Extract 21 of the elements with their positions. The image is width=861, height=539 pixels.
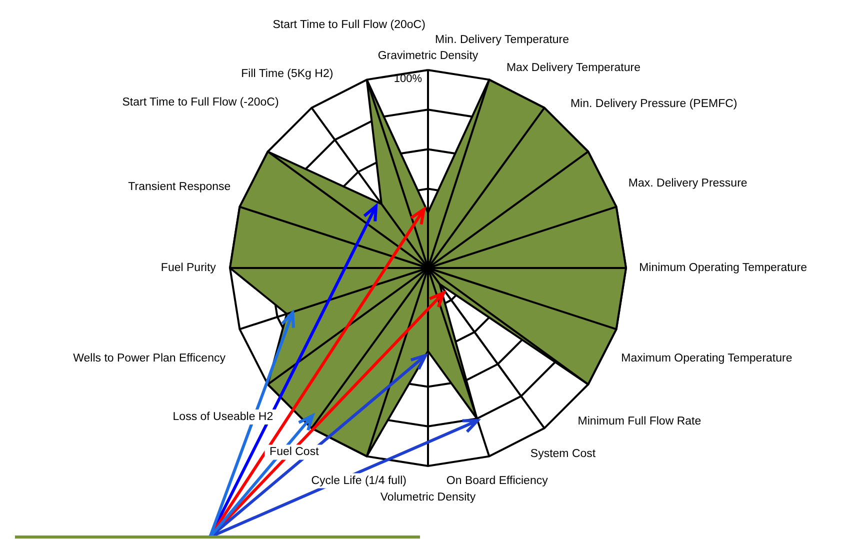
spoke-label: Min. Delivery Temperature [435, 34, 570, 46]
spoke-label: On Board Efficiency [446, 474, 548, 487]
spoke-label: Fuel Cost [270, 446, 320, 458]
spoke-label: Max Delivery Temperature [506, 62, 640, 74]
spoke-label: Max. Delivery Pressure [628, 178, 748, 190]
spoke-label: Gravimetric Density [378, 50, 478, 62]
spoke-label: Start Time to Full Flow (20oC) [272, 19, 426, 32]
spoke-label: Wells to Power Plan Efficency [73, 352, 226, 365]
spoke-label: Start Time to Full Flow (-20oC) [122, 96, 279, 109]
spoke-label: Volumetric Density [380, 492, 476, 504]
spoke-label: Minimum Full Flow Rate [578, 416, 702, 428]
spoke-label: Fill Time (5Kg H2) [241, 68, 334, 80]
spoke-label: Cycle Life (1/4 full) [311, 474, 407, 487]
spoke-label: System Cost [530, 448, 596, 460]
spoke-label: Min. Delivery Pressure (PEMFC) [570, 98, 738, 110]
text: 100% [394, 72, 422, 85]
spoke-label: Maximum Operating Temperature [621, 352, 792, 365]
spoke-label: Fuel Purity [160, 262, 216, 274]
spoke-label: Minimum Operating Temperature [639, 262, 807, 274]
spoke-label: Transient Response [128, 181, 231, 194]
spoke-label: Loss of Useable H2 [172, 410, 274, 423]
